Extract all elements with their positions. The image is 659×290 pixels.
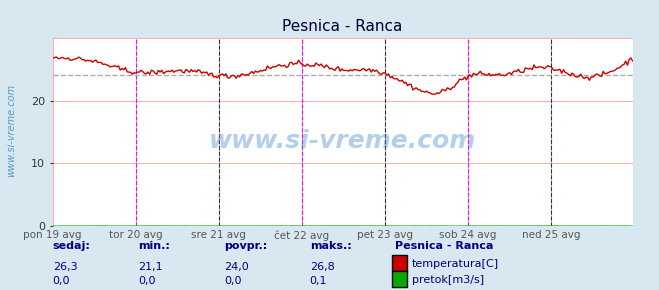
Text: 0,0: 0,0 — [53, 276, 71, 286]
Text: temperatura[C]: temperatura[C] — [412, 259, 499, 269]
Text: 21,1: 21,1 — [138, 262, 163, 272]
Text: pretok[m3/s]: pretok[m3/s] — [412, 275, 484, 285]
Title: Pesnica - Ranca: Pesnica - Ranca — [283, 19, 403, 34]
Text: 26,3: 26,3 — [53, 262, 77, 272]
Text: www.si-vreme.com: www.si-vreme.com — [7, 84, 16, 177]
Text: maks.:: maks.: — [310, 241, 351, 251]
Text: povpr.:: povpr.: — [224, 241, 268, 251]
Text: sedaj:: sedaj: — [53, 241, 90, 251]
Text: 0,0: 0,0 — [224, 276, 242, 286]
Text: www.si-vreme.com: www.si-vreme.com — [209, 129, 476, 153]
Text: 0,0: 0,0 — [138, 276, 156, 286]
Text: 24,0: 24,0 — [224, 262, 249, 272]
Text: 26,8: 26,8 — [310, 262, 335, 272]
Text: Pesnica - Ranca: Pesnica - Ranca — [395, 241, 494, 251]
Text: min.:: min.: — [138, 241, 170, 251]
Text: 0,1: 0,1 — [310, 276, 328, 286]
